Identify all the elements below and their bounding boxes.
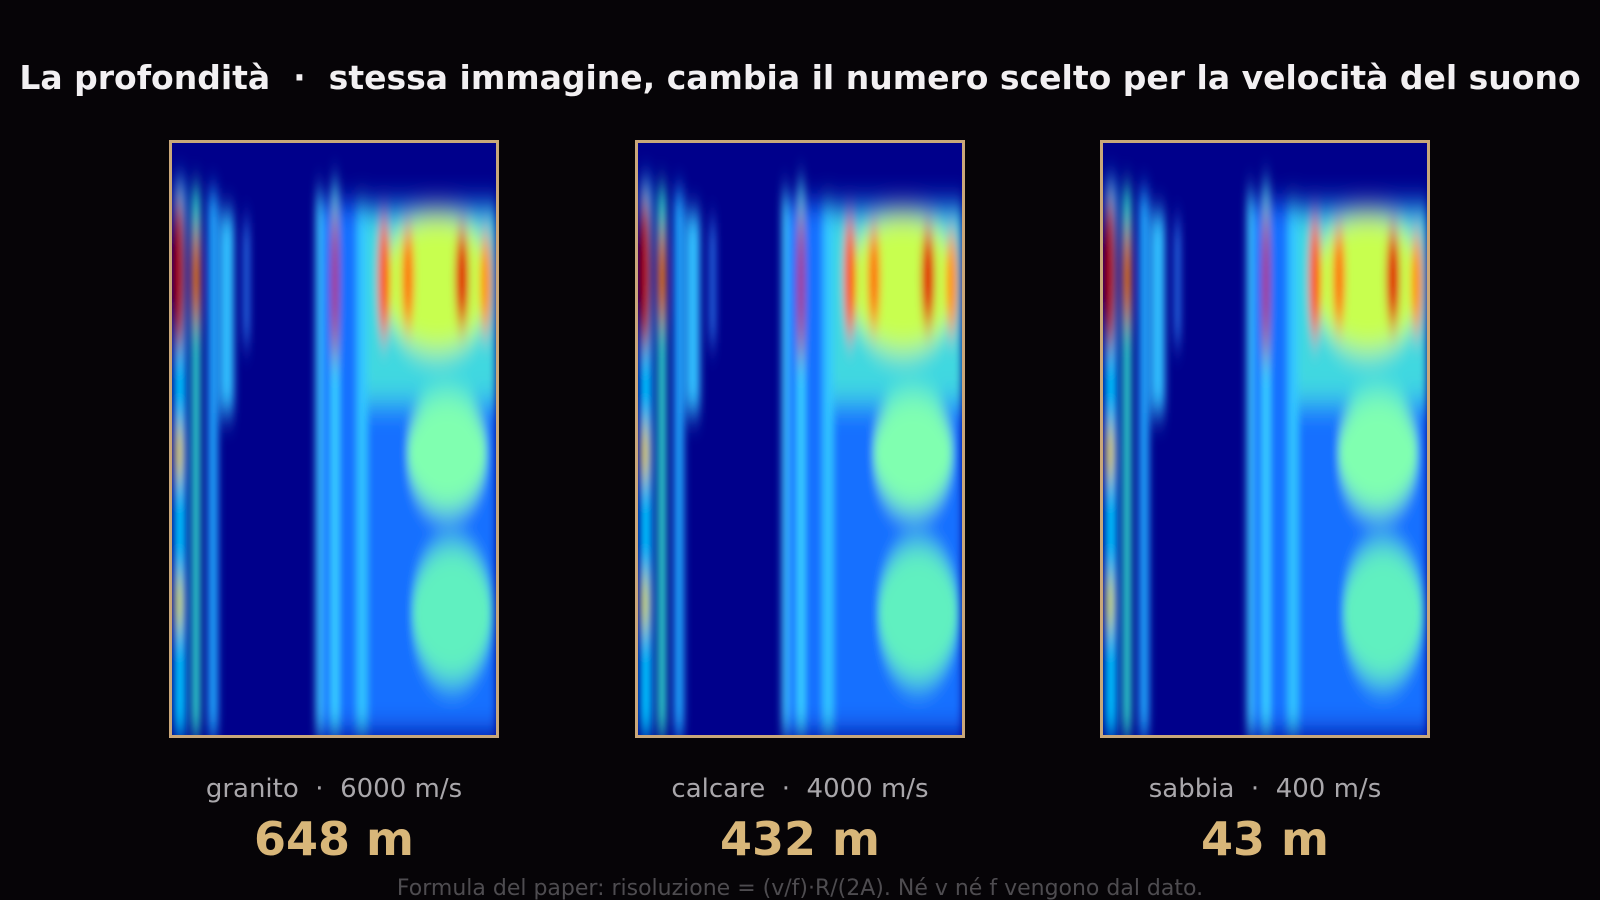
depth-value: 43 m — [1201, 812, 1329, 866]
title: La profondità · stessa immagine, cambia … — [19, 58, 1581, 97]
heatmap-image — [635, 140, 965, 738]
material-label: sabbia · 400 m/s — [1148, 774, 1382, 804]
depth-value: 648 m — [254, 812, 414, 866]
depth-value: 432 m — [720, 812, 880, 866]
footnote: Formula del paper: risoluzione = (v/f)·R… — [396, 876, 1204, 900]
panel: calcare · 4000 m/s 432 m — [632, 140, 968, 866]
panel: granito · 6000 m/s 648 m — [166, 140, 502, 866]
heatmap-image — [1100, 140, 1430, 738]
material-label: calcare · 4000 m/s — [671, 774, 929, 804]
panel: sabbia · 400 m/s 43 m — [1097, 140, 1433, 866]
heatmap-image — [169, 140, 499, 738]
material-label: granito · 6000 m/s — [205, 774, 463, 804]
